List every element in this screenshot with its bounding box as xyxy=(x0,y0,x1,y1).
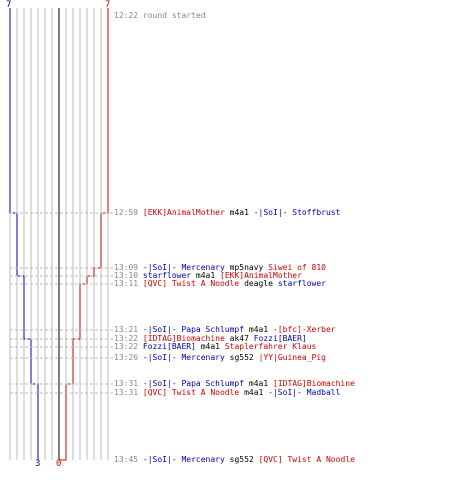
blue-team-line xyxy=(9,8,39,460)
weapon-name: m4a1 xyxy=(248,379,269,388)
event-time: 13:45 xyxy=(114,455,139,464)
event-kill-row: 13:22 [IDTAG]Biomachine ak47 Fozzi[BAER] xyxy=(114,334,307,344)
event-kill-row: 13:31 [QVC] Twist A Noodle m4a1 -|SoI|- … xyxy=(114,388,340,398)
event-kill-row: 13:45 -|SoI|- Mercenary sg552 [QVC] Twis… xyxy=(114,455,355,465)
victim-name: Fozzi[BAER] xyxy=(253,334,307,343)
blue-start-count: 7 xyxy=(6,0,12,10)
red-end-count: 0 xyxy=(56,459,62,469)
killer-name: Fozzi[BAER] xyxy=(142,342,196,351)
event-time: 13:31 xyxy=(114,379,139,388)
event-time: 13:26 xyxy=(114,353,139,362)
event-time: 13:09 xyxy=(114,263,139,272)
victim-name: [IDTAG]Biomachine xyxy=(273,379,355,388)
event-time: 12:59 xyxy=(114,208,139,217)
event-time: 13:10 xyxy=(114,271,139,280)
event-kill-row: 13:11 [QVC] Twist A Noodle deagle starfl… xyxy=(114,279,326,289)
killer-name: [EKK]AnimalMother xyxy=(142,208,225,217)
victim-name: Siwei of 810 xyxy=(268,263,326,272)
weapon-name: sg552 xyxy=(229,353,254,362)
event-kill-row: 13:10 starflower m4a1 [EKK]AnimalMother xyxy=(114,271,302,281)
event-time: 13:22 xyxy=(114,342,139,351)
event-time: 13:22 xyxy=(114,334,139,343)
event-kill-row: 13:22 Fozzi[BAER] m4a1 Staplerfahrer Kla… xyxy=(114,342,316,352)
killer-name: -|SoI|- Papa Schlumpf xyxy=(142,379,245,388)
weapon-name: mp5navy xyxy=(229,263,264,272)
weapon-name: m4a1 xyxy=(195,271,216,280)
blue-end-count: 3 xyxy=(35,459,41,469)
event-kill-row: 12:59 [EKK]AnimalMother m4a1 -|SoI|- Sto… xyxy=(114,208,340,218)
killer-name: [QVC] Twist A Noodle xyxy=(142,279,240,288)
killer-name: -|SoI|- Mercenary xyxy=(142,455,225,464)
event-kill-row: 13:21 -|SoI|- Papa Schlumpf m4a1 -[bfc]-… xyxy=(114,325,336,335)
killer-name: -|SoI|- Mercenary xyxy=(142,263,225,272)
weapon-name: m4a1 xyxy=(200,342,220,351)
killer-name: starflower xyxy=(142,271,192,280)
victim-name: -|SoI|- Madball xyxy=(268,388,341,397)
victim-name: [EKK]AnimalMother xyxy=(220,271,302,280)
event-time: 12:22 xyxy=(114,11,139,20)
event-round-start: 12:22 round started xyxy=(114,11,206,21)
weapon-name: m4a1 xyxy=(244,388,264,397)
killer-name: [QVC] Twist A Noodle xyxy=(142,388,240,397)
killer-name: -|SoI|- Papa Schlumpf xyxy=(142,325,245,334)
event-kill-row: 13:09 -|SoI|- Mercenary mp5navy Siwei of… xyxy=(114,263,326,273)
victim-name: -|SoI|- Stoffbrust xyxy=(253,208,341,217)
victim-name: [QVC] Twist A Noodle xyxy=(258,455,355,464)
killer-name: -|SoI|- Mercenary xyxy=(142,353,225,362)
event-time: 13:21 xyxy=(114,325,139,334)
event-time: 13:31 xyxy=(114,388,139,397)
weapon-name: ak47 xyxy=(229,334,249,343)
weapon-name: sg552 xyxy=(229,455,254,464)
weapon-name: m4a1 xyxy=(229,208,249,217)
event-kill-row: 13:26 -|SoI|- Mercenary sg552 |YY|Guinea… xyxy=(114,353,326,363)
victim-name: |YY|Guinea_Pig xyxy=(258,353,326,362)
victim-name: Staplerfahrer Klaus xyxy=(224,342,317,351)
weapon-name: deagle xyxy=(244,279,273,288)
event-kill-row: 13:31 -|SoI|- Papa Schlumpf m4a1 [IDTAG]… xyxy=(114,379,355,389)
weapon-name: m4a1 xyxy=(248,325,269,334)
event-info: round started xyxy=(142,11,206,20)
red-start-count: 7 xyxy=(105,0,111,10)
killer-name: [IDTAG]Biomachine xyxy=(142,334,225,343)
event-time: 13:11 xyxy=(114,279,139,288)
victim-name: starflower xyxy=(277,279,326,288)
victim-name: -[bfc]-Xerber xyxy=(273,325,336,334)
